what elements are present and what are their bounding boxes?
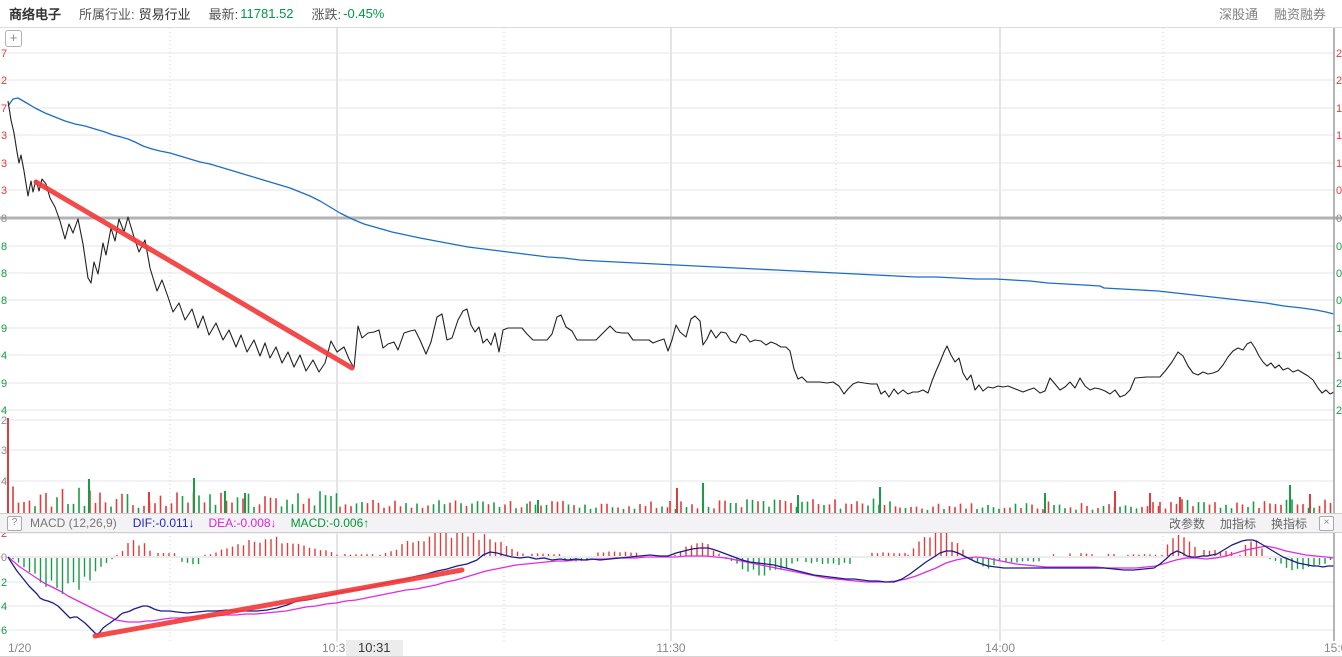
average-price-line bbox=[7, 97, 1335, 315]
industry-label: 所属行业: bbox=[79, 7, 135, 22]
price-axis-label-left: 7 bbox=[1, 103, 7, 115]
price-axis-label-left: 9 bbox=[1, 378, 7, 390]
price-axis-label-right: 0 bbox=[1336, 185, 1342, 197]
price-axis-label-right: 1 bbox=[1336, 130, 1342, 142]
change-value: -0.45% bbox=[343, 6, 385, 21]
industry-value: 贸易行业 bbox=[138, 7, 191, 22]
trendline-uptrend bbox=[92, 567, 465, 639]
price-axis-label-left: 8 bbox=[1, 268, 7, 280]
time-label-10-30: 10:30 bbox=[321, 641, 353, 655]
price-axis-label-right: 2 bbox=[1336, 405, 1342, 417]
zoom-in-icon[interactable]: + bbox=[5, 30, 22, 47]
price-axis-label-left: 3 bbox=[1, 130, 7, 142]
price-axis-label-left: 3 bbox=[1, 185, 7, 197]
macd-axis-label: 4 bbox=[1, 601, 7, 613]
time-axis: 15:00 14:00 11:30 10:30 1/20 10:31 bbox=[0, 640, 1342, 657]
price-axis-label-right: 2 bbox=[1336, 378, 1342, 390]
change-params-button[interactable]: 改参数 bbox=[1168, 516, 1205, 531]
header-bar: 商络电子 所属行业: 贸易行业 最新: 11781.52 涨跌: -0.45% … bbox=[0, 0, 1342, 28]
macd-axis-label: 2 bbox=[1, 577, 7, 589]
price-line bbox=[7, 100, 1335, 398]
switch-indicator-button[interactable]: 换指标 bbox=[1270, 516, 1307, 531]
stock-name: 商络电子 bbox=[9, 7, 62, 22]
price-axis-label-left: 8 bbox=[1, 213, 7, 225]
time-label-14-00: 14:00 bbox=[984, 641, 1016, 655]
price-axis-label-right: 1 bbox=[1336, 158, 1342, 170]
volume-axis-label: 3 bbox=[1, 445, 7, 457]
dea-value: DEA:-0.008↓ bbox=[208, 516, 277, 530]
add-indicator-button[interactable]: 加指标 bbox=[1219, 516, 1256, 531]
price-axis-label-right: 0 bbox=[1336, 268, 1342, 280]
price-axis-label-left: 4 bbox=[1, 350, 7, 362]
indicator-toolbar: ? MACD (12,26,9) DIF:-0.011↓ DEA:-0.008↓… bbox=[0, 513, 1342, 533]
price-axis-label-right: 1 bbox=[1336, 103, 1342, 115]
tag-margin-trading[interactable]: 融资融券 bbox=[1273, 7, 1326, 22]
last-price-label: 最新: bbox=[208, 7, 239, 22]
price-axis-label-left: 8 bbox=[1, 241, 7, 253]
price-axis-label-left: 2 bbox=[1, 75, 7, 87]
change-label: 涨跌: bbox=[311, 7, 342, 22]
price-axis-label-left: 3 bbox=[1, 158, 7, 170]
price-axis-label-left: 7 bbox=[1, 48, 7, 60]
tag-shengutong[interactable]: 深股通 bbox=[1218, 7, 1258, 22]
volume-axis-label: 4 bbox=[1, 476, 7, 488]
trendline-downtrend bbox=[33, 179, 355, 371]
time-label-15-00: 15:00 bbox=[1323, 641, 1342, 655]
price-axis-label-right: 0 bbox=[1336, 295, 1342, 307]
price-axis-label-right: 1 bbox=[1336, 350, 1342, 362]
price-axis-label-right: 0 bbox=[1336, 241, 1342, 253]
dif-value: DIF:-0.011↓ bbox=[132, 516, 195, 530]
price-axis-label-left: 9 bbox=[1, 323, 7, 335]
macd-axis-label: 6 bbox=[1, 625, 7, 637]
help-icon[interactable]: ? bbox=[7, 515, 22, 531]
price-axis-label-left: 4 bbox=[1, 405, 7, 417]
macd-value: MACD:-0.006↑ bbox=[290, 516, 370, 530]
volume-axis-label: 2 bbox=[1, 415, 7, 427]
price-axis-label-left: 8 bbox=[1, 295, 7, 307]
price-axis-label-right: 2 bbox=[1336, 48, 1342, 60]
price-axis-label-right: 1 bbox=[1336, 323, 1342, 335]
macd-axis-label: 0 bbox=[1, 552, 7, 564]
dif-line bbox=[7, 539, 1334, 636]
close-icon[interactable]: × bbox=[1319, 515, 1334, 531]
price-axis-label-right: 2 bbox=[1336, 75, 1342, 87]
price-axis-label-right: 0 bbox=[1336, 213, 1342, 225]
last-price-value: 11781.52 bbox=[240, 6, 294, 21]
time-tooltip: 10:31 bbox=[346, 640, 403, 656]
time-label-11-30: 11:30 bbox=[656, 641, 686, 655]
time-label-1-20: 1/20 bbox=[8, 641, 32, 655]
macd-axis-label: 2 bbox=[1, 528, 7, 540]
indicator-name: MACD (12,26,9) bbox=[30, 516, 117, 530]
